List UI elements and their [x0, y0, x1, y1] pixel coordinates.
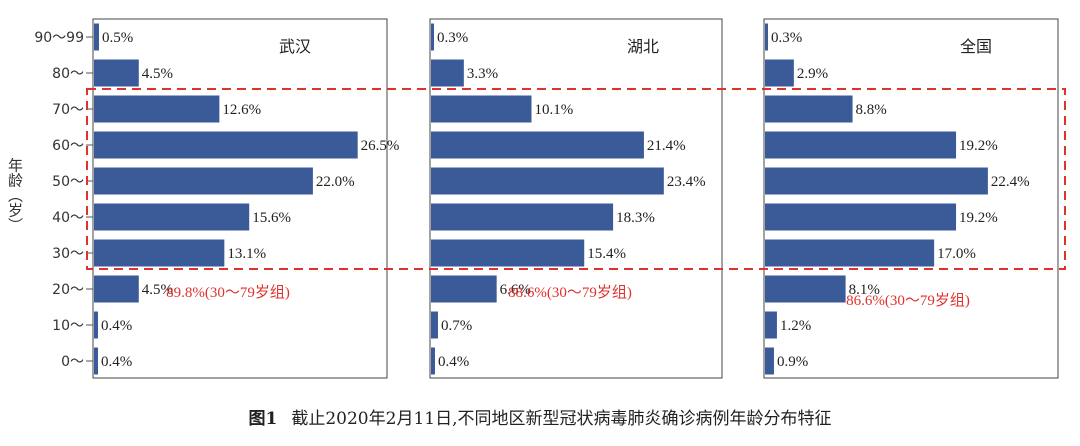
data-label: 22.4%	[991, 174, 1030, 190]
panel-frame	[763, 18, 1059, 379]
panel-title: 武汉	[279, 37, 311, 56]
bar	[765, 347, 774, 375]
data-label: 12.6%	[222, 102, 261, 118]
data-label: 0.3%	[437, 30, 468, 46]
bar	[765, 95, 853, 123]
data-label: 4.5%	[142, 66, 173, 82]
data-label: 0.9%	[777, 354, 808, 370]
y-axis-label: 年龄（岁）	[6, 158, 24, 233]
figure-label: 图1	[248, 409, 278, 429]
bar	[431, 95, 532, 123]
data-label: 17.0%	[937, 246, 976, 262]
y-tick-label: 60～	[52, 138, 84, 154]
bar	[765, 311, 777, 339]
y-tick-label: 10～	[52, 318, 84, 334]
data-label: 22.0%	[316, 174, 355, 190]
bar	[765, 275, 846, 303]
bar	[94, 203, 250, 231]
data-label: 1.2%	[780, 318, 811, 334]
y-tick-label: 30～	[52, 246, 84, 262]
bar	[94, 131, 358, 159]
data-label: 0.5%	[102, 30, 133, 46]
bar	[765, 239, 935, 267]
data-label: 13.1%	[227, 246, 266, 262]
bar	[431, 275, 497, 303]
data-label: 2.9%	[797, 66, 828, 82]
data-label: 15.4%	[587, 246, 626, 262]
data-label: 0.4%	[101, 354, 132, 370]
bar	[94, 23, 99, 51]
y-tick-label: 90～99	[34, 30, 84, 46]
bar	[94, 311, 98, 339]
data-label: 26.5%	[361, 138, 400, 154]
chart-panel-1: 武汉 0.5% 4.5% 12.6% 26.5% 22.0% 15.6% 13.1% 4.5% 0…	[92, 18, 400, 379]
caption-text: 截止2020年2月11日,不同地区新型冠状病毒肺炎确诊病例年龄分布特征	[291, 409, 832, 429]
range-annotation: 88.6%(30～79岁组)	[508, 284, 632, 301]
bar	[94, 239, 225, 267]
bar	[431, 203, 614, 231]
bar	[431, 59, 464, 87]
chart-panel-2: 湖北 0.3% 3.3% 10.1% 21.4% 23.4% 18.3% 15.4% 6.6% 0…	[429, 18, 723, 379]
data-label: 10.1%	[534, 102, 573, 118]
data-label: 0.4%	[438, 354, 469, 370]
bar	[431, 23, 434, 51]
data-label: 18.3%	[616, 210, 655, 226]
panel-frame	[92, 18, 388, 379]
y-tick-label: 70～	[52, 102, 84, 118]
panel-title: 全国	[960, 37, 992, 56]
bar	[765, 23, 768, 51]
y-tick-label: 40～	[52, 210, 84, 226]
y-tick-label: 50～	[52, 174, 84, 190]
data-label: 15.6%	[252, 210, 291, 226]
bar	[765, 203, 957, 231]
data-label: 23.4%	[667, 174, 706, 190]
data-label: 21.4%	[647, 138, 686, 154]
y-tick-label: 0～	[61, 354, 84, 370]
data-label: 0.4%	[101, 318, 132, 334]
bar	[431, 311, 438, 339]
data-label: 3.3%	[467, 66, 498, 82]
y-tick-label: 20～	[52, 282, 84, 298]
bar	[94, 275, 139, 303]
panel-frame	[429, 18, 723, 379]
chart-panel-3: 全国 0.3% 2.9% 8.8% 19.2% 22.4% 19.2% 17.0% 8.1% 1.…	[763, 18, 1059, 379]
data-label: 6.6%	[500, 282, 531, 298]
figure-caption: 图1 截止2020年2月11日,不同地区新型冠状病毒肺炎确诊病例年龄分布特征	[0, 404, 1080, 429]
age-distribution-chart: 年龄（岁） 90～99 80～ 70～ 60～ 50～ 40～ 30～ 20～ 10～ 0～ 武汉 0.…	[6, 18, 1066, 379]
y-tick-label: 80～	[52, 66, 84, 82]
highlight-box	[86, 88, 1066, 270]
bar	[431, 131, 644, 159]
bar	[94, 95, 220, 123]
data-label: 19.2%	[959, 138, 998, 154]
data-label: 19.2%	[959, 210, 998, 226]
bar	[94, 59, 139, 87]
bar	[94, 167, 313, 195]
data-label: 8.1%	[849, 282, 880, 298]
data-label: 8.8%	[856, 102, 887, 118]
range-annotation: 89.8%(30～79岁组)	[166, 284, 290, 301]
bar	[431, 347, 435, 375]
bar	[94, 347, 98, 375]
bar	[765, 59, 794, 87]
data-label: 0.3%	[771, 30, 802, 46]
bar	[431, 239, 585, 267]
data-label: 4.5%	[142, 282, 173, 298]
bar	[765, 131, 957, 159]
range-annotation: 86.6%(30～79岁组)	[846, 292, 970, 309]
bar	[431, 167, 664, 195]
bar	[765, 167, 988, 195]
panel-title: 湖北	[627, 37, 659, 56]
data-label: 0.7%	[441, 318, 472, 334]
